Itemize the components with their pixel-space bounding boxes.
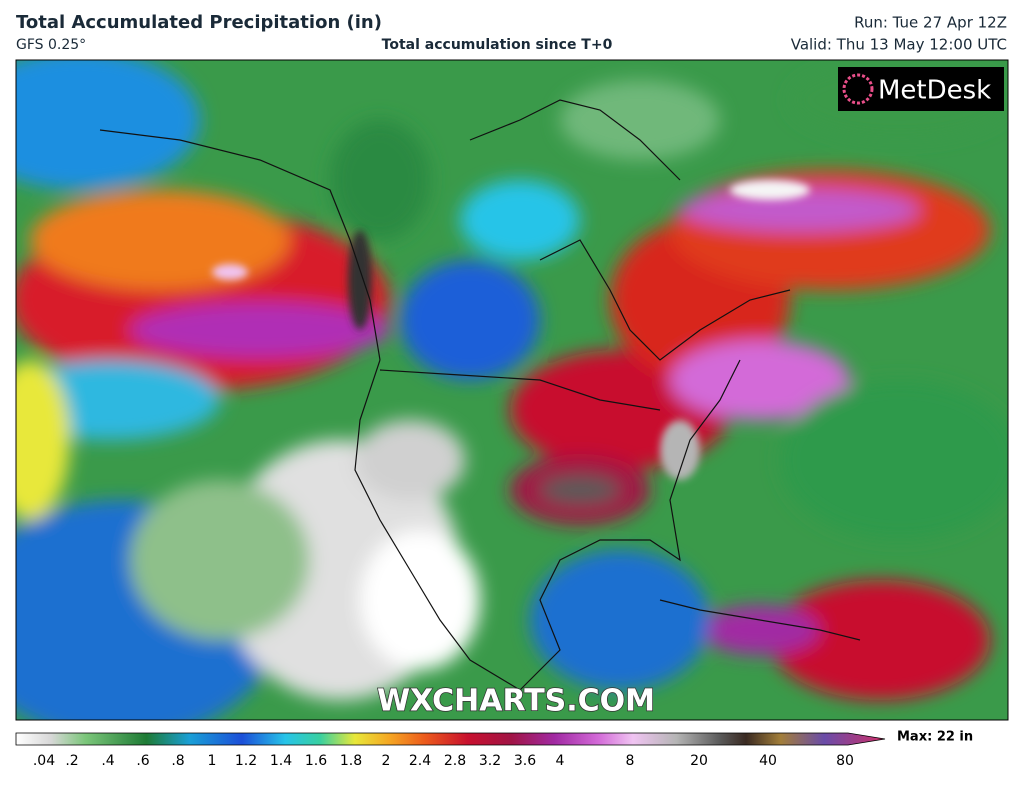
colorbar-label: 20 (690, 753, 708, 769)
colorbar-label: 1 (208, 753, 217, 769)
coastlines (99, 99, 861, 691)
colorbar-label: .8 (171, 753, 184, 769)
precip-map (16, 60, 1008, 720)
colorbar-label: 1.6 (305, 753, 327, 769)
colorbar-label: 2.4 (409, 753, 431, 769)
logo-text: MetDesk (878, 76, 991, 106)
colorbar-label: 2.8 (444, 753, 466, 769)
title: Total Accumulated Precipitation (in) (16, 12, 382, 33)
run-time: Run: Tue 27 Apr 12Z (854, 14, 1007, 32)
model: GFS 0.25° (16, 37, 86, 53)
valid-time: Valid: Thu 13 May 12:00 UTC (791, 36, 1007, 54)
colorbar-label: 1.8 (340, 753, 362, 769)
colorbar-label: 8 (626, 753, 635, 769)
colorbar-label: 80 (836, 753, 854, 769)
colorbar-label: 1.4 (270, 753, 292, 769)
colorbar-labels: .04 .2 .4 .6 .8 1 1.2 1.4 1.6 1.8 2 2.4 2.8 3.2 3.6 4 8 2… (33, 753, 854, 769)
watermark: WXCHARTS.COM (377, 684, 655, 719)
logo: MetDesk (838, 67, 1004, 111)
colorbar-label: 2 (382, 753, 391, 769)
colorbar-label: 3.2 (479, 753, 501, 769)
colorbar-max: Max: 22 in (897, 730, 973, 745)
colorbar-label: .2 (65, 753, 78, 769)
colorbar-label: .4 (101, 753, 114, 769)
colorbar (15, 732, 886, 746)
subtitle: Total accumulation since T+0 (382, 37, 613, 53)
colorbar-label: 4 (556, 753, 565, 769)
colorbar-label: 3.6 (514, 753, 536, 769)
map-frame (15, 59, 1009, 721)
colorbar-label: .6 (136, 753, 149, 769)
colorbar-label: 1.2 (235, 753, 257, 769)
colorbar-label: 40 (759, 753, 777, 769)
colorbar-label: .04 (33, 753, 55, 769)
